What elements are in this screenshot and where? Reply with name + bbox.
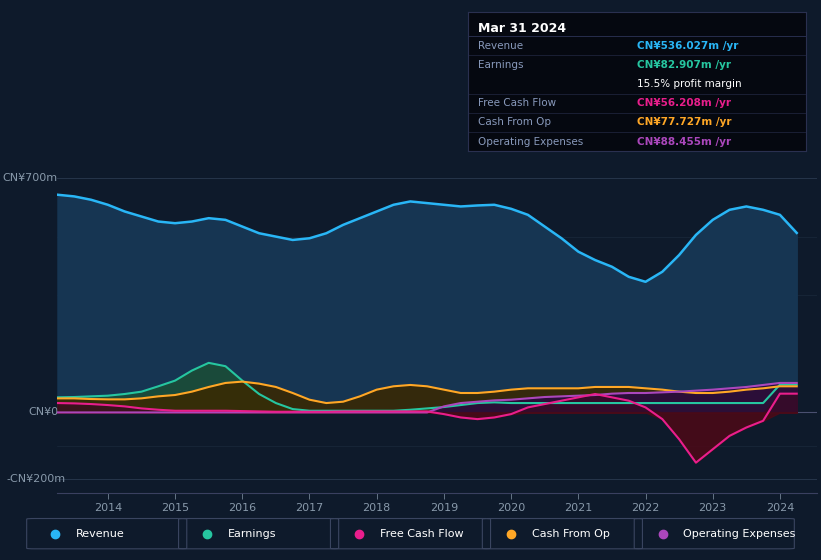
Text: CN¥56.208m /yr: CN¥56.208m /yr bbox=[637, 98, 731, 108]
Text: Operating Expenses: Operating Expenses bbox=[683, 529, 796, 539]
Text: CN¥77.727m /yr: CN¥77.727m /yr bbox=[637, 118, 732, 127]
Text: CN¥88.455m /yr: CN¥88.455m /yr bbox=[637, 137, 732, 147]
Text: CN¥0: CN¥0 bbox=[29, 408, 59, 417]
Text: Operating Expenses: Operating Expenses bbox=[478, 137, 584, 147]
Text: -CN¥200m: -CN¥200m bbox=[7, 474, 66, 484]
Text: Free Cash Flow: Free Cash Flow bbox=[379, 529, 463, 539]
Text: Mar 31 2024: Mar 31 2024 bbox=[478, 22, 566, 35]
Text: Cash From Op: Cash From Op bbox=[532, 529, 609, 539]
Text: Free Cash Flow: Free Cash Flow bbox=[478, 98, 557, 108]
Text: 15.5% profit margin: 15.5% profit margin bbox=[637, 79, 741, 89]
Text: CN¥82.907m /yr: CN¥82.907m /yr bbox=[637, 60, 731, 70]
Text: Cash From Op: Cash From Op bbox=[478, 118, 551, 127]
Text: CN¥700m: CN¥700m bbox=[2, 173, 58, 183]
Text: Revenue: Revenue bbox=[478, 40, 523, 50]
Text: Earnings: Earnings bbox=[228, 529, 277, 539]
Text: Revenue: Revenue bbox=[76, 529, 125, 539]
Text: CN¥536.027m /yr: CN¥536.027m /yr bbox=[637, 40, 738, 50]
Text: Earnings: Earnings bbox=[478, 60, 524, 70]
